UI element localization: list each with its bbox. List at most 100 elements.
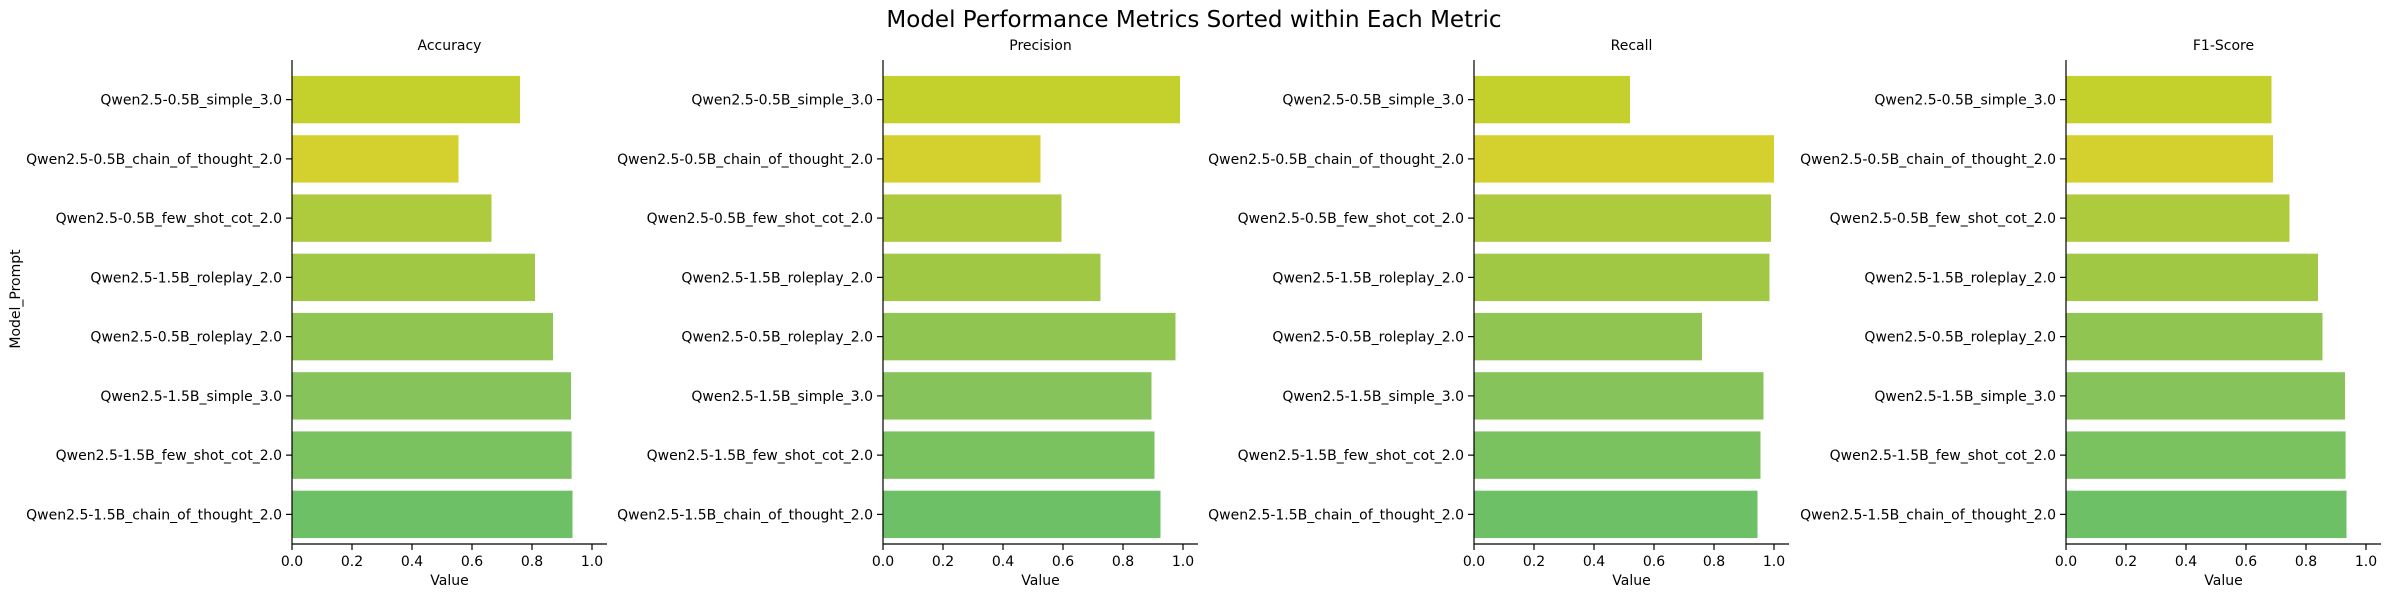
y-tick-label: Qwen2.5-1.5B_simple_3.0 xyxy=(100,389,282,405)
y-tick-label: Qwen2.5-0.5B_roleplay_2.0 xyxy=(1864,330,2056,346)
bar xyxy=(292,135,459,183)
bar xyxy=(2066,194,2290,242)
x-tick-label: 1.0 xyxy=(1172,554,1194,570)
x-tick-label: 1.0 xyxy=(1763,554,1785,570)
panel-precision: Precision Qwen2.5-0.5B_simple_3.0 Qwen2.5-… xyxy=(617,38,1198,589)
x-tick-label: 0.0 xyxy=(872,554,894,570)
bar xyxy=(1474,135,1774,183)
bar xyxy=(292,490,573,539)
y-tick-label: Qwen2.5-1.5B_roleplay_2.0 xyxy=(681,270,873,286)
y-tick-label: Qwen2.5-1.5B_simple_3.0 xyxy=(691,389,873,405)
bar xyxy=(883,253,1101,302)
y-tick-label: Qwen2.5-1.5B_few_shot_cot_2.0 xyxy=(647,448,873,464)
x-tick-label: 0.6 xyxy=(1643,554,1665,570)
x-axis-label: Value xyxy=(1021,573,1059,589)
x-tick-label: 0.0 xyxy=(1463,554,1485,570)
x-tick-label: 0.0 xyxy=(2055,554,2077,570)
x-axis-label: Value xyxy=(430,573,468,589)
y-tick-label: Qwen2.5-1.5B_roleplay_2.0 xyxy=(1864,270,2056,286)
y-tick-label: Qwen2.5-0.5B_simple_3.0 xyxy=(1874,93,2056,109)
x-axis-label: Value xyxy=(2204,573,2242,589)
y-tick-label: Qwen2.5-1.5B_chain_of_thought_2.0 xyxy=(617,507,873,523)
bar xyxy=(2066,372,2345,420)
bar xyxy=(2066,312,2323,361)
panel-title: Accuracy xyxy=(418,38,482,54)
y-tick-label: Qwen2.5-1.5B_chain_of_thought_2.0 xyxy=(1800,507,2056,523)
bar xyxy=(292,431,572,479)
bar xyxy=(2066,253,2318,302)
x-tick-label: 0.6 xyxy=(461,554,483,570)
y-tick-label: Qwen2.5-0.5B_simple_3.0 xyxy=(691,93,873,109)
x-tick-label: 0.6 xyxy=(1052,554,1074,570)
bar xyxy=(292,253,535,302)
x-tick-label: 0.4 xyxy=(2175,554,2197,570)
x-tick-label: 0.0 xyxy=(281,554,303,570)
bar xyxy=(1474,490,1758,539)
y-tick-label: Qwen2.5-1.5B_few_shot_cot_2.0 xyxy=(1238,448,1464,464)
bar xyxy=(2066,135,2273,183)
bar xyxy=(2066,75,2272,124)
bar xyxy=(883,312,1176,361)
y-tick-label: Qwen2.5-0.5B_chain_of_thought_2.0 xyxy=(26,152,282,168)
y-tick-label: Qwen2.5-0.5B_roleplay_2.0 xyxy=(90,330,282,346)
bar xyxy=(292,194,492,242)
y-tick-label: Qwen2.5-1.5B_chain_of_thought_2.0 xyxy=(26,507,282,523)
y-tick-label: Qwen2.5-1.5B_roleplay_2.0 xyxy=(90,270,282,286)
y-tick-label: Qwen2.5-0.5B_few_shot_cot_2.0 xyxy=(1830,211,2056,227)
x-tick-label: 1.0 xyxy=(2355,554,2377,570)
bar xyxy=(1474,253,1770,302)
y-tick-label: Qwen2.5-0.5B_chain_of_thought_2.0 xyxy=(1800,152,2056,168)
bar xyxy=(2066,431,2346,479)
x-axis-label: Value xyxy=(1612,573,1650,589)
bar xyxy=(883,135,1041,183)
x-tick-label: 0.8 xyxy=(2295,554,2317,570)
bar xyxy=(292,75,520,124)
panel-title: F1-Score xyxy=(2193,38,2254,54)
y-tick-label: Qwen2.5-1.5B_chain_of_thought_2.0 xyxy=(1208,507,1464,523)
y-tick-label: Qwen2.5-0.5B_few_shot_cot_2.0 xyxy=(1238,211,1464,227)
x-tick-label: 0.8 xyxy=(521,554,543,570)
y-tick-label: Qwen2.5-1.5B_few_shot_cot_2.0 xyxy=(1830,448,2056,464)
bar xyxy=(292,312,553,361)
chart-panels: Accuracy Qwen2.5-0.5B_simple_3.0 Qwen2.5-0… xyxy=(26,38,2381,589)
bar xyxy=(883,75,1180,124)
bar xyxy=(1474,312,1702,361)
panel-accuracy: Accuracy Qwen2.5-0.5B_simple_3.0 Qwen2.5-0… xyxy=(26,38,607,589)
y-tick-label: Qwen2.5-0.5B_few_shot_cot_2.0 xyxy=(647,211,873,227)
y-tick-label: Qwen2.5-0.5B_few_shot_cot_2.0 xyxy=(56,211,282,227)
bar xyxy=(1474,431,1761,479)
x-tick-label: 0.2 xyxy=(1523,554,1545,570)
bar xyxy=(1474,372,1764,420)
y-tick-label: Qwen2.5-0.5B_chain_of_thought_2.0 xyxy=(617,152,873,168)
panel-recall: Recall Qwen2.5-0.5B_simple_3.0 Qwen2.5-0.5… xyxy=(1208,38,1789,589)
y-tick-label: Qwen2.5-0.5B_chain_of_thought_2.0 xyxy=(1208,152,1464,168)
bar xyxy=(883,372,1152,420)
x-tick-label: 0.2 xyxy=(341,554,363,570)
y-axis-label: Model_Prompt xyxy=(8,249,24,349)
bar xyxy=(883,490,1161,539)
y-tick-label: Qwen2.5-1.5B_simple_3.0 xyxy=(1282,389,1464,405)
x-tick-label: 0.8 xyxy=(1112,554,1134,570)
bar xyxy=(1474,75,1630,124)
y-tick-label: Qwen2.5-0.5B_roleplay_2.0 xyxy=(681,330,873,346)
bar xyxy=(292,372,571,420)
x-tick-label: 0.2 xyxy=(2115,554,2137,570)
bar xyxy=(1474,194,1771,242)
y-tick-label: Qwen2.5-1.5B_roleplay_2.0 xyxy=(1272,270,1464,286)
y-tick-label: Qwen2.5-0.5B_simple_3.0 xyxy=(100,93,282,109)
chart-title: Model Performance Metrics Sorted within … xyxy=(886,7,1501,33)
x-tick-label: 0.8 xyxy=(1703,554,1725,570)
x-tick-label: 0.4 xyxy=(1583,554,1605,570)
panel-title: Recall xyxy=(1611,38,1653,54)
y-tick-label: Qwen2.5-1.5B_simple_3.0 xyxy=(1874,389,2056,405)
x-tick-label: 0.4 xyxy=(992,554,1014,570)
x-tick-label: 0.2 xyxy=(932,554,954,570)
x-tick-label: 0.4 xyxy=(401,554,423,570)
y-tick-label: Qwen2.5-0.5B_simple_3.0 xyxy=(1282,93,1464,109)
x-tick-label: 1.0 xyxy=(581,554,603,570)
y-tick-label: Qwen2.5-1.5B_few_shot_cot_2.0 xyxy=(56,448,282,464)
panel-title: Precision xyxy=(1009,38,1071,54)
bar xyxy=(2066,490,2347,539)
bar xyxy=(883,194,1062,242)
